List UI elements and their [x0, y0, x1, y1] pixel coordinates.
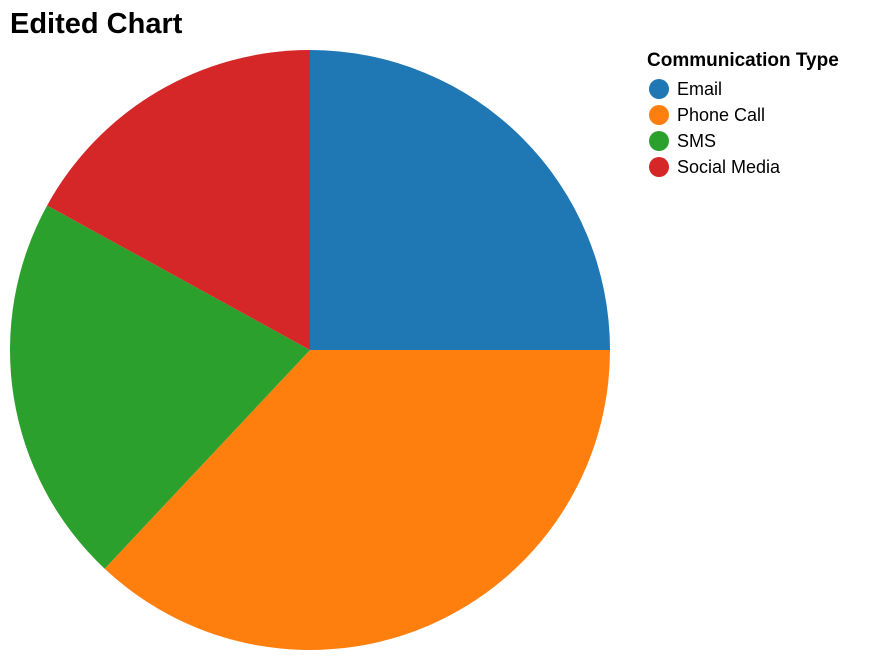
legend-items: Email Phone Call SMS Social Media — [647, 76, 839, 180]
legend-swatch-email — [649, 79, 669, 99]
legend: Communication Type Email Phone Call SMS Soc… — [647, 48, 839, 180]
pie-slice-social-media — [47, 50, 311, 350]
chart-title: Edited Chart — [10, 8, 183, 40]
legend-label-phone-call: Phone Call — [677, 104, 766, 125]
legend-label-sms: SMS — [677, 130, 717, 151]
legend-swatch-sms — [649, 131, 669, 151]
legend-item-social-media: Social Media — [647, 154, 839, 180]
pie-slice-email — [310, 50, 610, 350]
pie-slices — [10, 50, 610, 650]
legend-title: Communication Type — [647, 50, 839, 71]
legend-label-email: Email — [677, 78, 723, 99]
pie-slice-phone-call — [104, 350, 610, 650]
legend-item-email: Email — [647, 76, 839, 102]
legend-item-phone-call: Phone Call — [647, 102, 839, 128]
legend-swatch-phone-call — [649, 105, 669, 125]
legend-item-sms: SMS — [647, 128, 839, 154]
pie-slice-sms — [10, 205, 311, 569]
legend-label-social-media: Social Media — [677, 156, 781, 177]
legend-swatch-social-media — [649, 157, 669, 177]
